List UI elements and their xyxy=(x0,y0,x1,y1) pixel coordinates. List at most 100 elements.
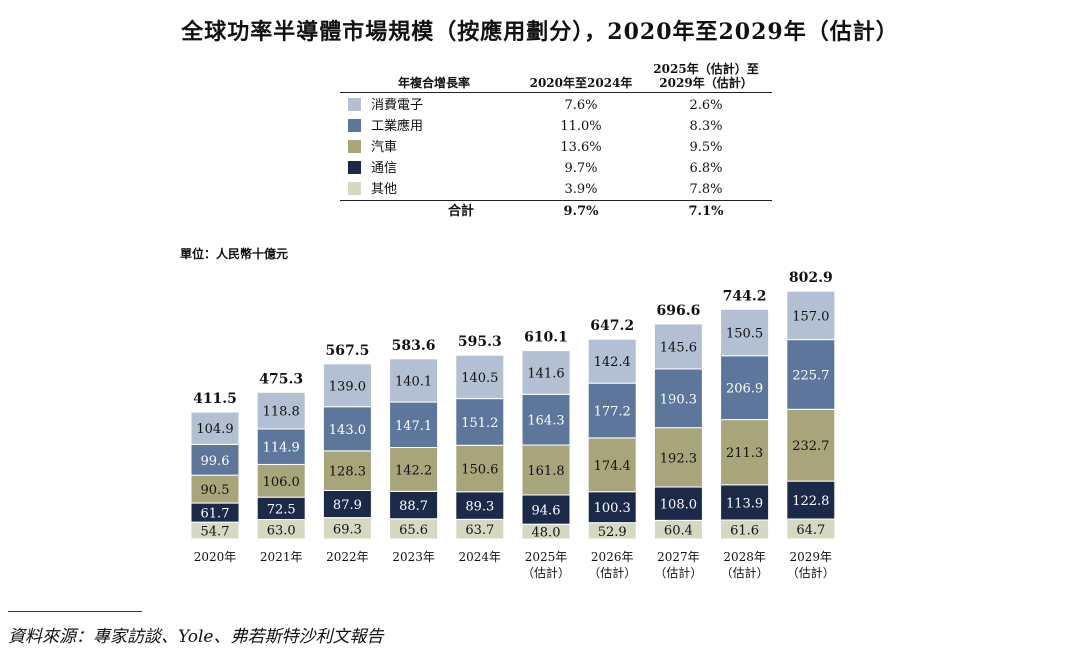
cagr-header-col2-line2: 2029年（估計） xyxy=(659,76,753,90)
data-label: 61.6 xyxy=(730,523,759,538)
cagr-row: 消費電子 7.6% 2.6% xyxy=(340,93,772,117)
bar-segment xyxy=(190,411,240,445)
total-label: 475.3 xyxy=(259,371,303,387)
data-label: 60.4 xyxy=(664,524,693,539)
bar-segment xyxy=(455,444,505,493)
total-label: 567.5 xyxy=(325,343,369,359)
data-label: 142.4 xyxy=(594,355,631,370)
cagr-row: 汽車 13.6% 9.5% xyxy=(340,137,772,158)
data-label: 52.9 xyxy=(598,525,627,540)
bar-segment xyxy=(786,480,836,520)
cagr-value: 8.3% xyxy=(689,119,723,134)
chart-title: 全球功率半導體市場規模（按應用劃分），2020年至2029年（估計） xyxy=(181,19,899,45)
data-label: 89.3 xyxy=(465,500,494,515)
data-label: 164.3 xyxy=(527,414,564,429)
cagr-value: 7.6% xyxy=(564,98,598,113)
data-label: 48.0 xyxy=(532,526,561,541)
bar-segment xyxy=(587,382,637,439)
data-label: 232.7 xyxy=(792,439,829,454)
data-label: 87.9 xyxy=(333,498,362,513)
data-label: 150.6 xyxy=(461,463,498,478)
bar-segment xyxy=(455,491,505,520)
x-tick-label: 2024年 xyxy=(459,550,502,564)
source-note: 資料來源：專家訪談、Yole、弗若斯特沙利文報告 xyxy=(8,627,384,647)
bar-segment xyxy=(786,408,836,482)
data-label: 177.2 xyxy=(594,405,631,420)
data-label: 128.3 xyxy=(329,465,366,480)
total-label: 595.3 xyxy=(458,334,502,350)
x-tick-label: 2022年 xyxy=(326,550,369,564)
legend-swatch xyxy=(348,98,361,111)
data-label: 90.5 xyxy=(201,483,230,498)
data-label: 108.0 xyxy=(660,498,697,513)
data-label: 143.0 xyxy=(329,423,366,438)
legend-label: 通信 xyxy=(371,161,398,176)
cagr-value: 7.8% xyxy=(689,182,723,197)
bar-segment xyxy=(653,323,703,370)
data-label: 54.7 xyxy=(201,525,230,540)
cagr-row: 其他 3.9% 7.8% xyxy=(340,179,772,201)
x-tick-label: 2023年 xyxy=(392,550,435,564)
bar-segment xyxy=(786,290,836,341)
bar-segment xyxy=(587,338,637,384)
data-label: 161.8 xyxy=(527,464,564,479)
data-label: 72.5 xyxy=(267,502,296,517)
cagr-value: 3.9% xyxy=(564,182,598,197)
x-tick-label: 2021年 xyxy=(260,550,303,564)
cagr-row: 工業應用 11.0% 8.3% xyxy=(340,116,772,137)
data-label: 225.7 xyxy=(792,368,829,383)
bar-segment xyxy=(389,401,439,448)
total-label: 744.2 xyxy=(723,288,767,304)
data-label: 122.8 xyxy=(792,494,829,509)
data-label: 63.0 xyxy=(267,523,296,538)
bar-segment xyxy=(455,354,505,400)
data-label: 118.8 xyxy=(263,405,300,420)
total-label: 610.1 xyxy=(524,330,568,346)
source-divider xyxy=(8,611,142,612)
total-label: 696.6 xyxy=(656,303,700,319)
data-label: 190.3 xyxy=(660,392,697,407)
x-tick-label: 2029年 xyxy=(790,550,833,564)
data-label: 140.5 xyxy=(461,371,498,386)
bar-segment xyxy=(720,419,770,486)
data-label: 157.0 xyxy=(792,309,829,324)
bar-segment xyxy=(389,358,439,403)
data-label: 147.1 xyxy=(395,419,432,434)
data-label: 113.9 xyxy=(726,496,763,511)
x-tick-label: 2027年 xyxy=(657,550,700,564)
data-label: 140.1 xyxy=(395,374,432,389)
total-label: 411.5 xyxy=(193,391,237,407)
data-label: 106.0 xyxy=(263,475,300,490)
data-label: 192.3 xyxy=(660,451,697,466)
cagr-value: 2.6% xyxy=(689,98,723,113)
data-label: 141.6 xyxy=(527,366,564,381)
total-label: 583.6 xyxy=(392,338,436,354)
bar-segment xyxy=(521,494,571,525)
total-label: 802.9 xyxy=(789,270,833,286)
data-label: 151.2 xyxy=(461,416,498,431)
x-tick-label: 2028年 xyxy=(723,550,766,564)
cagr-header-col2: 2025年（估計）至 2029年（估計） xyxy=(640,62,772,93)
legend-swatch xyxy=(348,182,361,195)
cagr-value: 13.6% xyxy=(560,140,602,155)
bar-segment xyxy=(190,474,240,504)
cagr-table: 年複合增長率 2020年至2024年 2025年（估計）至 2029年（估計） … xyxy=(340,62,772,222)
bar-segment xyxy=(322,489,372,519)
bar-segment xyxy=(653,368,703,429)
data-label: 99.6 xyxy=(201,454,230,469)
bar-segment xyxy=(653,486,703,521)
data-label: 150.5 xyxy=(726,326,763,341)
data-label: 145.6 xyxy=(660,340,697,355)
data-label: 65.6 xyxy=(399,523,428,538)
bar-segment xyxy=(389,490,439,520)
x-tick-label: 2026年 xyxy=(591,550,634,564)
data-label: 94.6 xyxy=(532,504,561,519)
cagr-value: 9.7% xyxy=(564,161,598,176)
cagr-header-label: 年複合增長率 xyxy=(340,62,522,93)
bar-segment xyxy=(786,339,836,410)
data-label: 139.0 xyxy=(329,379,366,394)
bar-segment xyxy=(521,444,571,496)
cagr-total-label: 合計 xyxy=(340,200,522,222)
x-tick-sublabel: （估計） xyxy=(654,565,702,580)
bar-segment xyxy=(587,437,637,493)
